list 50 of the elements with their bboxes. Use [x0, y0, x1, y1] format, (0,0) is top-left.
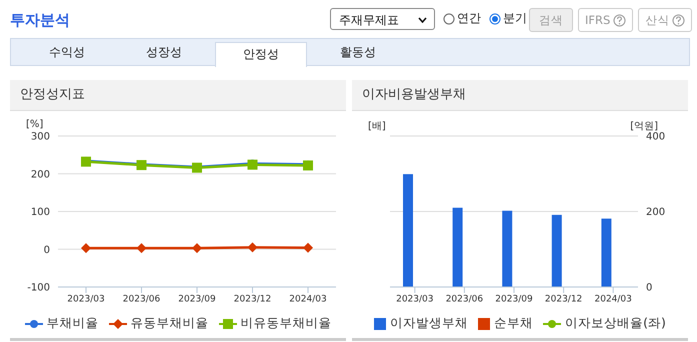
text: 활동성 [339, 44, 377, 61]
legend-label: 이자발생부채 [390, 315, 468, 332]
point [136, 243, 146, 254]
bar [502, 210, 512, 287]
x-tick-label: 2023/06 [446, 294, 484, 304]
y-axis-title: [배] [368, 120, 386, 133]
point [303, 242, 313, 253]
legend-label: 유동부채비율 [130, 315, 208, 332]
chart-title: 이자비용발생부채 [352, 80, 688, 111]
legend-label: 부채비율 [46, 315, 98, 332]
y2-tick-label: 400 [646, 132, 666, 143]
bar [452, 208, 463, 287]
text: 성장성 [145, 44, 183, 61]
bar [552, 214, 562, 287]
y-tick-label: 300 [30, 132, 50, 143]
point [81, 243, 91, 254]
x-tick-label: 2024/03 [289, 294, 327, 304]
bar [601, 218, 612, 287]
x-tick-label: 2024/03 [594, 294, 632, 304]
bar [403, 174, 413, 287]
point [248, 242, 258, 252]
text: 수익성 [48, 44, 86, 61]
x-tick-label: 2023/03 [396, 294, 434, 304]
legend-label: 이자보상배율(좌) [565, 315, 666, 332]
x-tick-label: 2023/12 [234, 294, 272, 304]
y2-axis-title: [억원] [630, 120, 658, 132]
text: 분기 [503, 10, 527, 27]
text: 주재무제표 [330, 8, 435, 30]
text: 안정성 [215, 42, 307, 67]
text: 검색 [529, 8, 573, 32]
text: 투자분석 [10, 11, 70, 30]
y-tick-label: 0 [44, 244, 50, 256]
x-tick-label: 2023/09 [495, 294, 533, 304]
text: IFRS [578, 8, 634, 32]
point [192, 243, 202, 254]
x-tick-label: 2023/06 [122, 294, 160, 304]
y-tick-label: 200 [30, 169, 50, 180]
x-tick-label: 2023/12 [544, 294, 582, 304]
text: 연간 [457, 10, 481, 27]
x-tick-label: 2023/09 [178, 294, 216, 304]
y2-tick-label: 200 [646, 207, 666, 218]
legend-label: 순부채 [494, 315, 534, 332]
y2-tick-label: 0 [646, 282, 652, 294]
chart-title: 안정성지표 [10, 80, 346, 111]
y-axis-title: [%] [26, 119, 44, 130]
y-tick-label: -100 [27, 282, 50, 294]
x-tick-label: 2023/03 [67, 294, 105, 304]
y-tick-label: 100 [30, 207, 50, 218]
legend-label: 비유동부채비율 [240, 315, 332, 332]
text: 산식 [638, 8, 692, 32]
